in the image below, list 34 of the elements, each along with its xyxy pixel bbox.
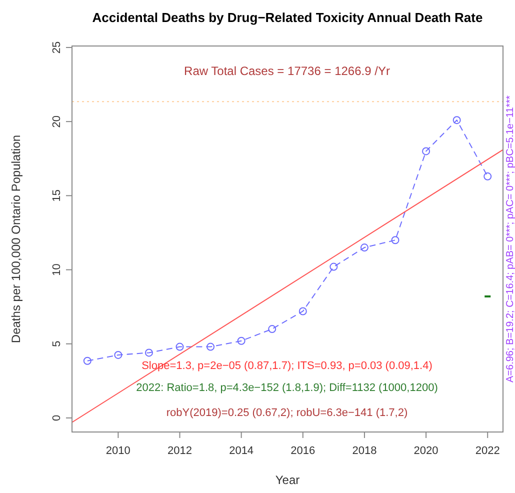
x-tick-label: 2016 bbox=[290, 445, 316, 457]
x-tick-label: 2010 bbox=[106, 445, 130, 457]
point bbox=[237, 336, 246, 345]
point bbox=[114, 350, 122, 359]
point bbox=[268, 325, 276, 334]
point bbox=[330, 262, 338, 271]
x-tick-label: 2012 bbox=[168, 445, 192, 457]
point bbox=[83, 356, 92, 365]
point bbox=[422, 147, 430, 156]
annotation: robY(2019)=0.25 (0.67,2); robU=6.3e−141 (1.7,2) bbox=[166, 407, 408, 419]
x-tick-label: 2020 bbox=[414, 445, 438, 457]
point bbox=[391, 236, 400, 244]
point bbox=[298, 307, 307, 316]
y-tick-label: 15 bbox=[51, 190, 63, 202]
y-tick-label: 25 bbox=[51, 41, 63, 54]
x-tick-label: 2022 bbox=[475, 445, 500, 457]
annotation: Raw Total Cases = 17736 = 1266.9 /Yr bbox=[184, 64, 390, 78]
chart-title: Accidental Deaths by Drug−Related Toxicity Annual Death Rate bbox=[92, 10, 483, 25]
x-tick-label: 2014 bbox=[229, 445, 254, 457]
point bbox=[484, 172, 492, 180]
point bbox=[176, 342, 184, 351]
text: A=6.96; B=19.2; C=16.4; pAB= 0***; pAC= 0***; pBC=5.1e−11*** bbox=[505, 95, 515, 382]
x-axis-title: Year bbox=[275, 473, 300, 487]
point bbox=[360, 244, 368, 252]
x-tick-label: 2018 bbox=[352, 445, 377, 457]
y-tick-label: 20 bbox=[51, 115, 63, 128]
annotation: 2022: Ratio=1.8, p=4.3e−152 (1.8,1.9); Diff=1132 (1000,1200) bbox=[136, 382, 438, 394]
y-tick-label: 10 bbox=[51, 264, 63, 276]
point bbox=[206, 342, 215, 351]
y-tick-label: 0 bbox=[51, 414, 63, 421]
point bbox=[452, 116, 461, 124]
y-axis-title: Deaths per 100,000 Ontario Population bbox=[9, 134, 23, 344]
point bbox=[144, 348, 153, 357]
y-tick-label: 5 bbox=[51, 340, 63, 347]
